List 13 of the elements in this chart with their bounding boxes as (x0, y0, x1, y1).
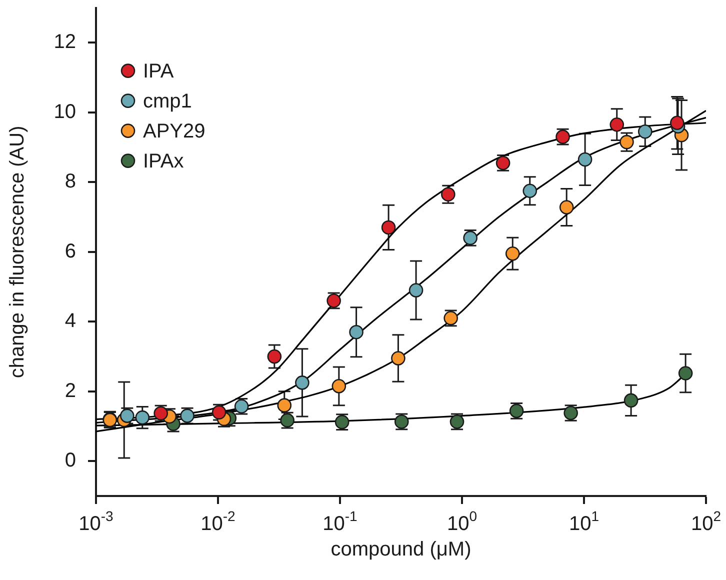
y-tick-label: 12 (54, 31, 76, 54)
y-tick-label: 0 (64, 450, 76, 472)
y-tick-label: 8 (64, 170, 76, 193)
y-tick-label: 2 (64, 380, 76, 402)
y-axis-title: change in fluorescence (AU) (6, 126, 29, 378)
y-tick-label: 10 (54, 100, 76, 123)
legend-label: cmp1 (143, 90, 192, 112)
legend-label: APY29 (143, 120, 206, 142)
legend-label: IPA (143, 60, 174, 82)
legend-label: IPAx (143, 150, 184, 172)
y-tick-label: 4 (64, 310, 76, 332)
x-axis-title: compound (μM) (330, 538, 472, 561)
y-tick-label: 6 (64, 240, 76, 262)
